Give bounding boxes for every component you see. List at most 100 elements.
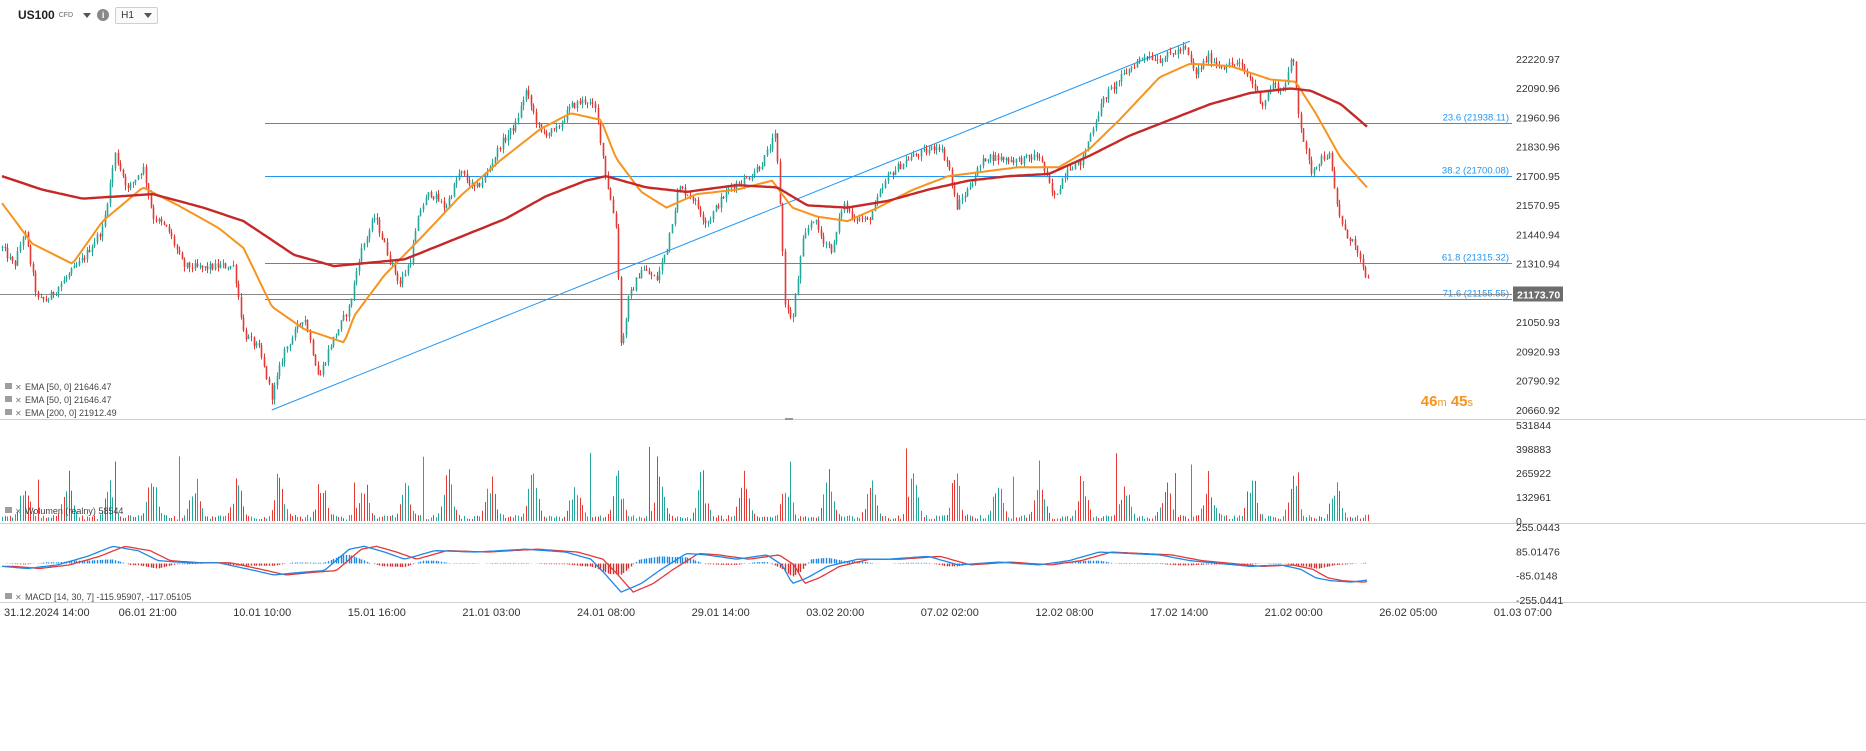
candle bbox=[1000, 153, 1003, 162]
candle-body bbox=[304, 320, 307, 323]
candle-body bbox=[1341, 215, 1344, 225]
candle bbox=[1064, 172, 1067, 183]
candle-body bbox=[966, 188, 969, 197]
candle-body bbox=[19, 245, 22, 252]
candle bbox=[1305, 140, 1308, 155]
candle-body bbox=[383, 239, 386, 243]
candle bbox=[948, 160, 951, 171]
legend-close-icon[interactable]: ✕ bbox=[15, 396, 22, 405]
candle-body bbox=[111, 168, 114, 183]
candle-body bbox=[640, 269, 643, 279]
candle bbox=[250, 332, 253, 342]
candle bbox=[1195, 66, 1198, 79]
candle bbox=[789, 307, 792, 320]
candle bbox=[1030, 153, 1033, 163]
candle bbox=[941, 144, 944, 153]
candle-body bbox=[1207, 53, 1210, 63]
candle-body bbox=[699, 208, 702, 215]
info-icon[interactable]: i bbox=[97, 9, 110, 21]
candle-body bbox=[52, 292, 55, 295]
legend-close-icon[interactable]: ✕ bbox=[15, 507, 22, 516]
candle-body bbox=[1012, 159, 1015, 163]
candle bbox=[417, 215, 420, 231]
candle-body bbox=[1284, 83, 1287, 91]
legend-close-icon[interactable]: ✕ bbox=[15, 409, 22, 418]
candle bbox=[966, 187, 969, 197]
candle bbox=[748, 176, 751, 181]
candle bbox=[106, 202, 109, 218]
candle-body bbox=[260, 345, 263, 358]
symbol-name[interactable]: US100 bbox=[18, 8, 55, 22]
candle-body bbox=[155, 219, 158, 222]
timeframe-select[interactable]: H1 bbox=[115, 6, 158, 24]
candle bbox=[668, 232, 671, 253]
candle bbox=[586, 102, 589, 109]
price-tick-label: 20660.92 bbox=[1516, 405, 1560, 417]
candle bbox=[214, 259, 217, 271]
candle bbox=[1071, 166, 1074, 171]
candle-body bbox=[114, 152, 117, 169]
legend-settings-icon[interactable] bbox=[5, 409, 12, 415]
candle bbox=[178, 246, 181, 255]
candle-body bbox=[925, 148, 928, 154]
candle bbox=[1231, 57, 1234, 67]
candle bbox=[294, 326, 297, 341]
candle-body bbox=[32, 264, 35, 273]
candle-body bbox=[576, 101, 579, 109]
legend-close-icon[interactable]: ✕ bbox=[15, 383, 22, 392]
legend-settings-icon[interactable] bbox=[5, 396, 12, 402]
candle-body bbox=[37, 292, 40, 298]
legend-close-icon[interactable]: ✕ bbox=[15, 593, 22, 602]
candle-body bbox=[294, 328, 297, 338]
candle-body bbox=[199, 265, 202, 267]
candle bbox=[209, 261, 212, 274]
candle bbox=[1066, 164, 1069, 181]
legend-settings-icon[interactable] bbox=[5, 383, 12, 389]
pane-resize-handle[interactable] bbox=[785, 418, 793, 420]
candle-body bbox=[150, 195, 153, 208]
candle-body bbox=[979, 165, 982, 168]
legend-settings-icon[interactable] bbox=[5, 507, 12, 513]
candle-body bbox=[191, 267, 194, 269]
candle-body bbox=[671, 224, 674, 234]
candle bbox=[964, 191, 967, 203]
candle bbox=[581, 96, 584, 109]
candle-body bbox=[188, 262, 191, 268]
candle bbox=[769, 144, 772, 154]
candle-body bbox=[163, 222, 166, 225]
candle bbox=[16, 247, 19, 267]
candle-body bbox=[1095, 121, 1098, 129]
candle bbox=[114, 152, 117, 172]
candle bbox=[127, 182, 130, 192]
candle bbox=[312, 338, 315, 357]
candle-body bbox=[409, 263, 412, 266]
candle bbox=[40, 293, 43, 299]
candle bbox=[804, 227, 807, 239]
candle-body bbox=[360, 247, 363, 262]
candle bbox=[366, 235, 369, 248]
candle bbox=[419, 207, 422, 217]
candle bbox=[835, 231, 838, 245]
legend-settings-icon[interactable] bbox=[5, 593, 12, 599]
candle bbox=[787, 299, 790, 314]
candle bbox=[555, 122, 558, 133]
candle bbox=[630, 286, 633, 300]
candle bbox=[645, 265, 648, 272]
candle-body bbox=[607, 175, 610, 190]
candle-body bbox=[427, 192, 430, 198]
candle-body bbox=[1166, 51, 1169, 58]
candle-body bbox=[697, 199, 700, 209]
candle-body bbox=[1005, 158, 1008, 161]
candle bbox=[443, 197, 446, 213]
candle-body bbox=[761, 166, 764, 169]
time-tick-label: 17.02 14:00 bbox=[1150, 607, 1208, 619]
candle-body bbox=[738, 182, 741, 184]
candle bbox=[591, 98, 594, 109]
symbol-dropdown-icon[interactable] bbox=[83, 12, 92, 18]
candle-body bbox=[435, 194, 438, 199]
candle-body bbox=[548, 133, 551, 136]
candle-body bbox=[1220, 66, 1223, 68]
candle-body bbox=[265, 366, 268, 380]
candle-body bbox=[253, 337, 256, 347]
